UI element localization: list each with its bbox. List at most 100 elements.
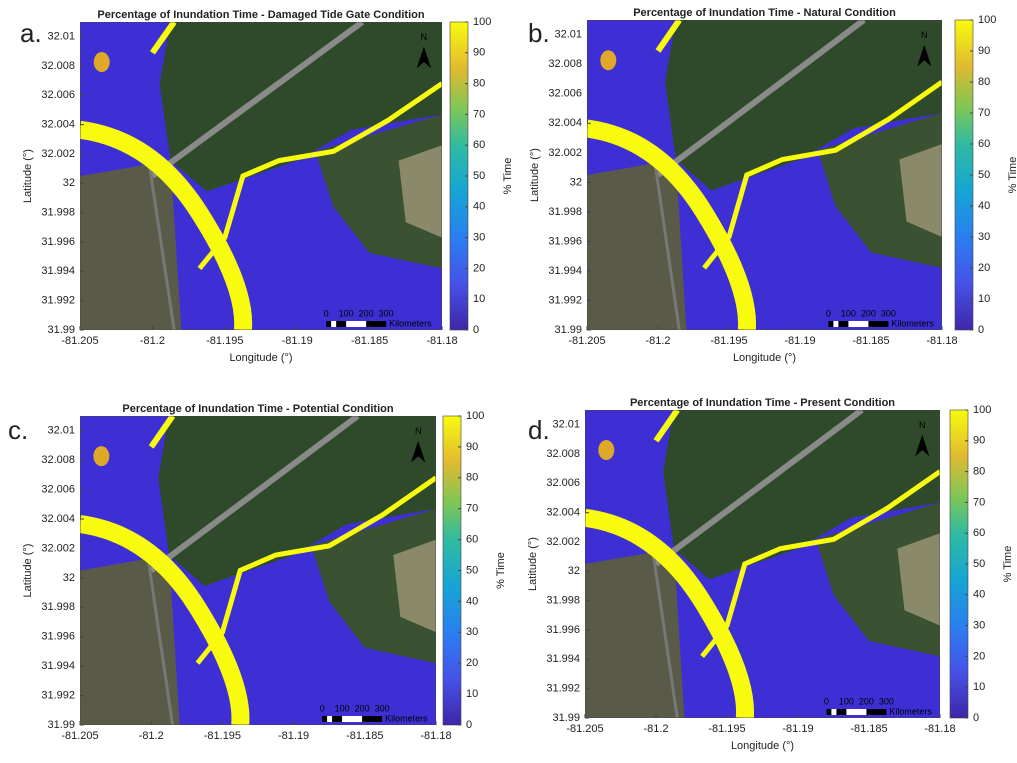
- scale-label: 0: [320, 703, 325, 713]
- y-tick-label: 32.002: [41, 148, 75, 160]
- land: [80, 161, 181, 330]
- scale-bar: [327, 716, 332, 722]
- x-tick-label: -81.19: [782, 723, 813, 735]
- y-tick-label: 32.006: [41, 89, 75, 101]
- land: [80, 555, 180, 725]
- y-tick-label: 32.002: [41, 542, 75, 554]
- y-tick-label: 31.992: [41, 689, 75, 701]
- colorbar-tick-label: 60: [973, 527, 985, 539]
- y-tick-label: 31.996: [548, 235, 582, 247]
- scale-label: 300: [375, 703, 390, 713]
- x-tick-label: -81.185: [850, 723, 887, 735]
- scale-bar: [346, 321, 366, 327]
- y-tick-label: 32: [570, 176, 582, 188]
- scale-label: 100: [335, 703, 350, 713]
- colorbar-tick-label: 60: [978, 138, 990, 150]
- y-tick-label: 31.998: [41, 601, 75, 613]
- x-tick-label: -81.185: [346, 730, 383, 742]
- y-axis-label: Latitude (°): [527, 537, 539, 591]
- scale-label: 0: [324, 308, 329, 318]
- x-tick-label: -81.2: [645, 335, 670, 347]
- y-tick-label: 31.996: [41, 631, 75, 643]
- colorbar-tick-label: 10: [973, 681, 985, 693]
- colorbar-tick-label: 20: [973, 650, 985, 662]
- scale-label: 200: [355, 703, 370, 713]
- x-tick-label: -81.18: [426, 335, 457, 347]
- pond: [94, 52, 110, 72]
- y-tick-label: 32.004: [548, 117, 582, 129]
- colorbar-tick-label: 40: [466, 595, 478, 607]
- y-tick-label: 31.99: [47, 324, 75, 336]
- x-tick-label: -81.19: [278, 730, 309, 742]
- y-tick-label: 32.006: [548, 88, 582, 100]
- y-tick-label: 32.004: [41, 513, 75, 525]
- north-label: N: [921, 30, 928, 40]
- x-tick-label: -81.195: [710, 335, 747, 347]
- pond: [600, 50, 616, 70]
- y-tick-label: 31.994: [41, 660, 75, 672]
- map-image: [587, 20, 942, 330]
- y-axis-label: Latitude (°): [22, 149, 34, 203]
- colorbar-tick-label: 10: [978, 293, 990, 305]
- north-label: N: [421, 32, 428, 42]
- colorbar-tick-label: 0: [466, 719, 472, 731]
- scale-label: 100: [339, 308, 354, 318]
- y-tick-label: 31.998: [548, 206, 582, 218]
- colorbar-label: % Time: [495, 552, 507, 589]
- chart-title: Percentage of Inundation Time - Natural …: [633, 7, 896, 19]
- x-tick-label: -81.185: [852, 335, 889, 347]
- x-tick-label: -81.195: [204, 730, 241, 742]
- colorbar-tick-label: 50: [466, 564, 478, 576]
- scale-unit: Kilometers: [889, 706, 932, 716]
- y-tick-label: 32: [63, 572, 75, 584]
- colorbar-tick-label: 40: [473, 201, 485, 213]
- y-tick-label: 32: [63, 177, 75, 189]
- colorbar-tick-label: 50: [978, 169, 990, 181]
- scale-label: 200: [359, 308, 374, 318]
- scale-label: 300: [881, 308, 896, 318]
- y-tick-label: 32.01: [552, 419, 580, 431]
- y-tick-label: 31.99: [552, 712, 580, 724]
- pond: [93, 446, 109, 466]
- y-tick-label: 31.99: [47, 719, 75, 731]
- x-tick-label: -81.18: [924, 723, 955, 735]
- colorbar-tick-label: 0: [978, 324, 984, 336]
- colorbar-tick-label: 30: [466, 626, 478, 638]
- scale-bar: [848, 321, 868, 327]
- land: [585, 549, 684, 718]
- land: [587, 160, 686, 331]
- chart-title: Percentage of Inundation Time - Damaged …: [97, 9, 424, 21]
- scale-bar: [331, 321, 336, 327]
- y-tick-label: 31.992: [41, 295, 75, 307]
- x-tick-label: -81.205: [61, 335, 98, 347]
- x-tick-label: -81.18: [420, 730, 451, 742]
- chart-title: Percentage of Inundation Time - Potentia…: [122, 403, 393, 415]
- y-tick-label: 31.994: [548, 265, 582, 277]
- colorbar-tick-label: 70: [466, 503, 478, 515]
- scale-label: 300: [879, 696, 894, 706]
- y-tick-label: 31.998: [546, 595, 580, 607]
- panel-label: a.: [20, 18, 42, 48]
- colorbar-tick-label: 0: [973, 712, 979, 724]
- x-tick-label: -81.2: [643, 723, 668, 735]
- x-tick-label: -81.205: [566, 723, 603, 735]
- colorbar-tick-label: 100: [466, 410, 484, 422]
- x-tick-label: -81.205: [61, 730, 98, 742]
- x-axis-label: Longitude (°): [733, 352, 796, 364]
- colorbar-tick-label: 40: [978, 200, 990, 212]
- colorbar-tick-label: 100: [473, 16, 491, 28]
- y-tick-label: 32.002: [548, 147, 582, 159]
- y-tick-label: 32.008: [548, 58, 582, 70]
- colorbar-tick-label: 40: [973, 589, 985, 601]
- colorbar-tick-label: 80: [473, 78, 485, 90]
- panel-label: d.: [528, 415, 550, 445]
- x-tick-label: -81.19: [282, 335, 313, 347]
- x-tick-label: -81.2: [140, 335, 165, 347]
- figure: N0100200300Kilometers-81.205-81.2-81.195…: [0, 0, 1017, 763]
- y-tick-label: 32.008: [41, 454, 75, 466]
- colorbar-tick-label: 100: [978, 14, 996, 26]
- colorbar-tick-label: 100: [973, 404, 991, 416]
- scale-bar: [342, 716, 362, 722]
- y-tick-label: 32.002: [546, 536, 580, 548]
- colorbar-tick-label: 20: [473, 262, 485, 274]
